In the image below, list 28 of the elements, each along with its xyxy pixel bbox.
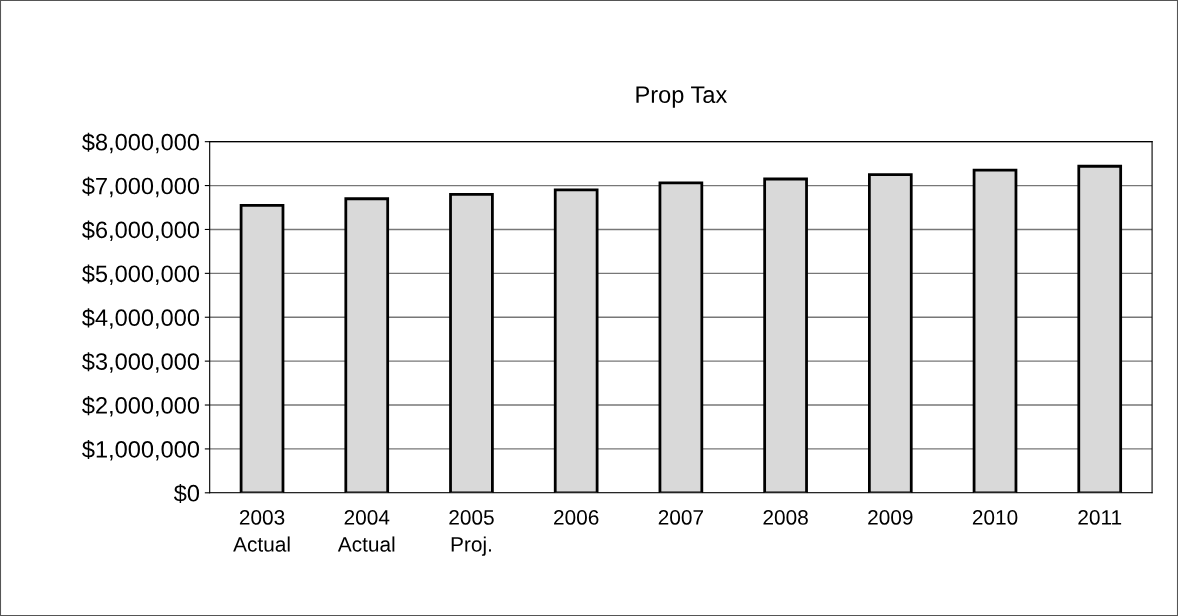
bar [344, 197, 390, 493]
y-tick-label: $4,000,000 [82, 308, 200, 329]
x-tick-label: 2004 Actual [337, 510, 395, 552]
y-tick-label: $8,000,000 [82, 132, 200, 154]
y-tick-label: $7,000,000 [82, 176, 200, 198]
x-tick-label: 2009 [868, 510, 913, 525]
bar [553, 188, 599, 493]
y-tick-label: $2,000,000 [82, 396, 200, 417]
x-tick-label: 2010 [972, 510, 1018, 525]
y-tick-label: $1,000,000 [82, 439, 200, 461]
bar [972, 168, 1018, 493]
bar [239, 203, 285, 493]
bar [449, 192, 494, 493]
x-tick-label: 2005 Proj. [449, 510, 494, 556]
bar [763, 177, 808, 493]
x-tick-label: 2003 Actual [233, 510, 290, 552]
chart-title: Prop Tax [636, 86, 728, 108]
x-tick-label: 2007 [658, 510, 704, 525]
bar [867, 173, 913, 493]
y-tick-label: $6,000,000 [82, 220, 200, 242]
bar [1077, 164, 1123, 493]
x-tick-label: 2011 [1078, 510, 1122, 525]
y-tick-label: $3,000,000 [82, 352, 200, 373]
y-tick-label: $5,000,000 [82, 264, 200, 285]
y-tick-label: $0 [173, 483, 200, 503]
x-tick-label: 2008 [763, 510, 808, 525]
bar [658, 181, 704, 493]
x-tick-label: 2006 [554, 510, 599, 525]
